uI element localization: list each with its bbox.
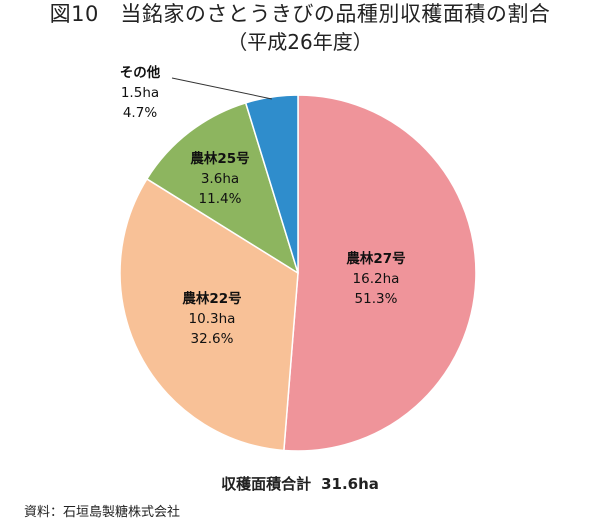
slice-value: 16.2ha: [353, 271, 400, 287]
total-label: 収穫面積合計: [221, 475, 312, 493]
leader-line-other: [171, 77, 272, 100]
slice-label-1: 農林22号 10.3ha 32.6%: [182, 290, 241, 347]
chart-subtitle: （平成26年度）: [227, 30, 373, 54]
slice-label-3: その他 1.5ha 4.7%: [120, 64, 161, 121]
slice-percent: 51.3%: [355, 291, 398, 307]
chart-title: 図10 当銘家のさとうきびの品種別収穫面積の割合: [49, 2, 551, 26]
slice-label-0: 農林27号 16.2ha 51.3%: [346, 250, 405, 307]
pie-slices: [119, 94, 477, 452]
pie-slice-1: [119, 178, 299, 452]
source-note: 資料：石垣島製糖株式会社: [24, 505, 181, 520]
slice-value: 1.5ha: [121, 85, 159, 101]
slice-percent: 11.4%: [199, 191, 242, 207]
slice-percent: 32.6%: [191, 331, 234, 347]
pie-slice-0: [283, 94, 477, 452]
slice-name: 農林22号: [182, 290, 241, 307]
slice-name: その他: [120, 64, 161, 81]
total-area: 収穫面積合計 31.6ha: [0, 474, 600, 494]
pie-slice-3: [244, 94, 299, 274]
slice-value: 3.6ha: [201, 171, 239, 187]
total-value: 31.6ha: [321, 475, 379, 493]
slice-name: 農林25号: [190, 150, 249, 167]
slice-label-2: 農林25号 3.6ha 11.4%: [190, 150, 249, 207]
slice-percent: 4.7%: [123, 105, 157, 121]
pie-slice-2: [146, 102, 299, 274]
slice-name: 農林27号: [346, 250, 405, 267]
slice-value: 10.3ha: [189, 311, 236, 327]
